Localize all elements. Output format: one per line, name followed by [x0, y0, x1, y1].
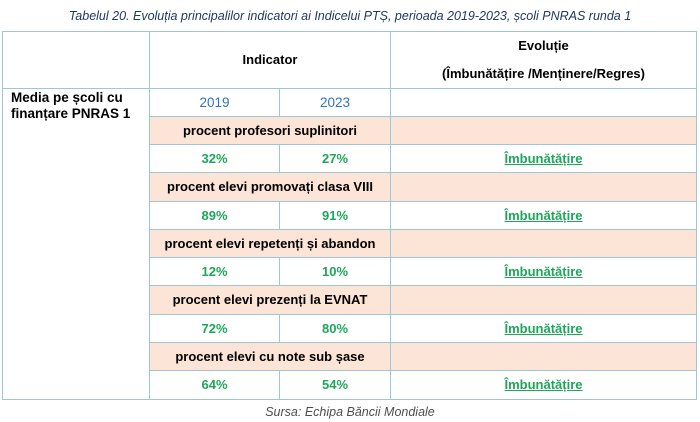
value-2023: 80%	[279, 314, 391, 343]
value-2023: 10%	[279, 257, 391, 286]
indicator-fill-cell	[390, 229, 697, 258]
evolutie-value: Îmbunătățire	[390, 370, 697, 400]
evolutie-value: Îmbunătățire	[390, 314, 697, 343]
evolutie-value: Îmbunătățire	[390, 201, 697, 230]
indicator-fill-cell	[390, 342, 697, 371]
indicator-fill-cell	[390, 285, 697, 315]
indicator-fill-cell	[390, 116, 697, 145]
value-2023: 27%	[279, 144, 391, 173]
year-2019: 2019	[149, 88, 280, 117]
row-label-bold: PNRAS 1	[71, 106, 131, 121]
header-evolutie: Evoluție (Îmbunătățire /Menținere/Regres…	[390, 31, 697, 89]
indicator-values-row: 64% 54% Îmbunătățire	[3, 370, 697, 400]
indicators-table: Indicator Evoluție (Îmbunătățire /Mențin…	[2, 31, 697, 400]
indicator-values-row: 32% 27% Îmbunătățire	[3, 144, 697, 173]
header-empty-cell	[2, 31, 150, 89]
indicator-name: procent elevi repetenți și abandon	[149, 229, 391, 258]
value-2023: 91%	[279, 201, 391, 230]
row-label-prefix: Media pe școli cu finanțare	[11, 90, 123, 121]
years-row: Media pe școli cu finanțare PNRAS 1 2019…	[2, 88, 697, 400]
indicator-fill-cell	[390, 172, 697, 202]
evolutie-value: Îmbunătățire	[390, 144, 697, 173]
value-2019: 32%	[149, 144, 280, 173]
header-evolutie-title: Evoluție	[518, 38, 569, 53]
header-evolutie-subtitle: (Îmbunătățire /Menținere/Regres)	[442, 66, 645, 81]
indicator-name: procent elevi prezenți la EVNAT	[149, 285, 391, 315]
indicator-name-row: procent elevi cu note sub șase	[3, 342, 697, 371]
evolutie-value: Îmbunătățire	[390, 257, 697, 286]
value-2019: 72%	[149, 314, 280, 343]
value-2019: 12%	[149, 257, 280, 286]
table-header-row: Indicator Evoluție (Îmbunătățire /Mențin…	[2, 31, 697, 89]
year-2023: 2023	[279, 88, 391, 117]
years-evolutie-empty	[390, 88, 697, 117]
indicator-name-row: procent profesori suplinitori	[3, 116, 697, 145]
table-caption: Tabelul 20. Evoluția principalilor indic…	[68, 9, 632, 23]
row-label-cell: Media pe școli cu finanțare PNRAS 1	[2, 88, 150, 400]
indicator-name: procent elevi cu note sub șase	[149, 342, 391, 371]
indicator-values-row: 89% 91% Îmbunătățire	[3, 201, 697, 230]
indicator-name-row: procent elevi repetenți și abandon	[3, 229, 697, 258]
value-2023: 54%	[279, 370, 391, 400]
indicator-name: procent profesori suplinitori	[149, 116, 391, 145]
header-indicator: Indicator	[149, 31, 391, 89]
value-2019: 64%	[149, 370, 280, 400]
value-2019: 89%	[149, 201, 280, 230]
source-note: Sursa: Echipa Băncii Mondiale	[265, 405, 435, 419]
indicator-values-row: 12% 10% Îmbunătățire	[3, 257, 697, 286]
indicator-name: procent elevi promovați clasa VIII	[149, 172, 391, 202]
